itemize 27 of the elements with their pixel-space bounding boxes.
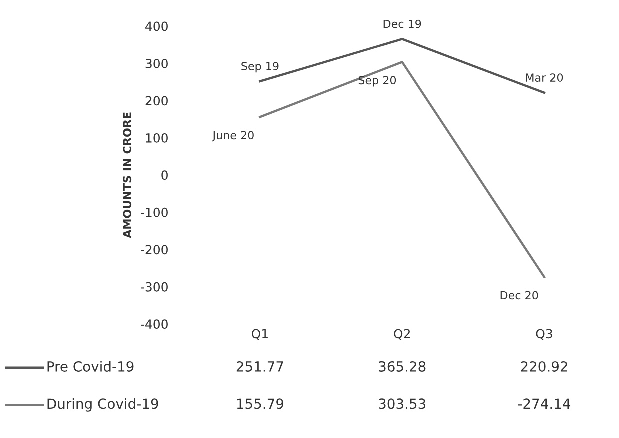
legend-label: Pre Covid-19 (48, 361, 134, 372)
y-tick-label: 100 (146, 133, 168, 143)
annotation: Mar 20 (526, 74, 564, 82)
annotation: Dec 20 (500, 291, 538, 300)
x-tick-label: Q3 (536, 329, 552, 340)
annotation: Dec 19 (384, 20, 422, 28)
y-tick-label: 200 (146, 96, 168, 106)
y-tick-label: -400 (141, 320, 168, 330)
x-tick-label: Q1 (252, 329, 268, 340)
y-tick-label: -200 (141, 245, 168, 255)
y-tick-label: -100 (141, 208, 168, 218)
data-label: 303.53 (379, 398, 426, 410)
y-tick-label: -300 (141, 282, 168, 292)
y-tick-label: 400 (146, 22, 168, 32)
x-tick-label: Q2 (394, 329, 410, 340)
annotation: June 20 (212, 131, 254, 142)
data-label: -274.14 (518, 398, 571, 409)
annotation: Sep 19 (242, 62, 279, 73)
legend-label: During Covid-19 (48, 398, 158, 412)
y-tick-label: 300 (146, 58, 168, 68)
y-axis-title: AMOUNTS IN CRORE (123, 112, 132, 238)
data-label: 365.28 (379, 361, 426, 372)
data-label: 220.92 (521, 361, 568, 372)
data-label: 251.77 (236, 361, 284, 372)
annotation: Sep 20 (358, 76, 396, 87)
y-tick-label: 0 (162, 170, 168, 180)
data-label: 155.79 (237, 398, 284, 410)
